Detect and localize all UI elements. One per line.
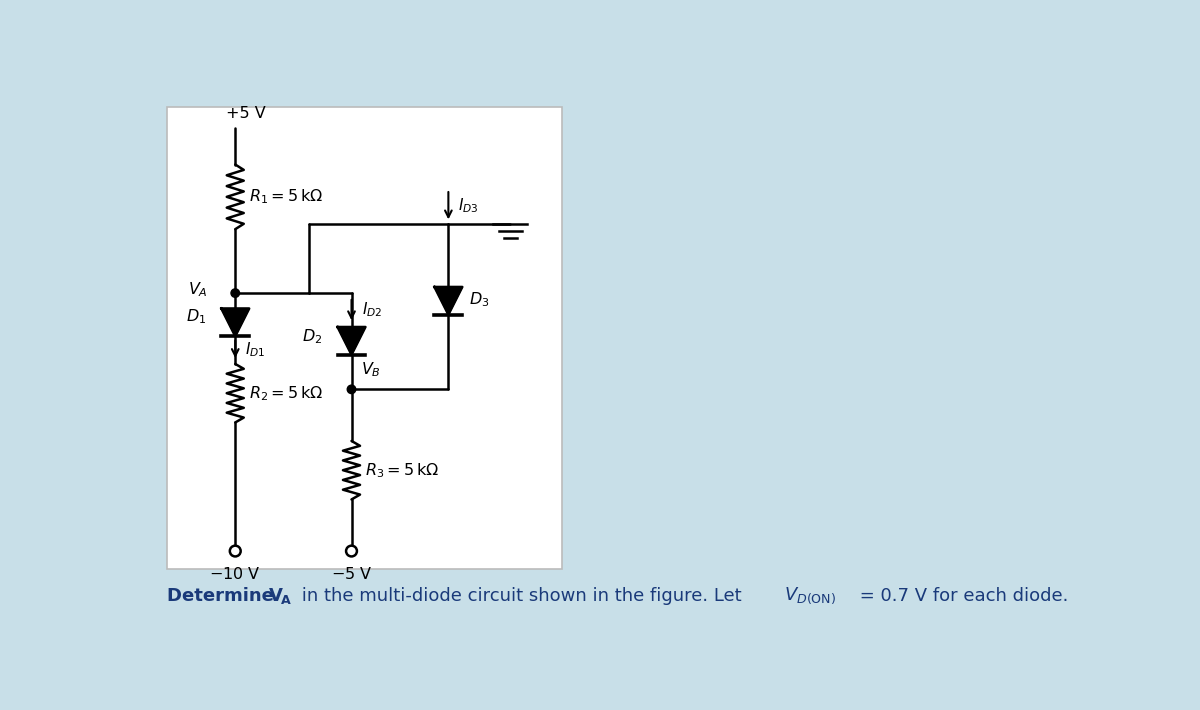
Circle shape bbox=[347, 385, 355, 393]
Text: $D_2$: $D_2$ bbox=[301, 327, 322, 346]
Text: $R_1 = 5\,\mathrm{k}\Omega$: $R_1 = 5\,\mathrm{k}\Omega$ bbox=[250, 187, 323, 206]
Text: Determine: Determine bbox=[167, 586, 280, 605]
Text: $R_2 = 5\,\mathrm{k}\Omega$: $R_2 = 5\,\mathrm{k}\Omega$ bbox=[250, 384, 323, 403]
Text: $D_3$: $D_3$ bbox=[468, 290, 488, 309]
Bar bbox=[167, 106, 563, 569]
Text: $V_A$: $V_A$ bbox=[188, 280, 208, 300]
Text: $I_{D2}$: $I_{D2}$ bbox=[361, 301, 382, 320]
Text: = 0.7 V for each diode.: = 0.7 V for each diode. bbox=[853, 586, 1068, 605]
Polygon shape bbox=[337, 327, 366, 355]
Text: $R_3 = 5\,\mathrm{k}\Omega$: $R_3 = 5\,\mathrm{k}\Omega$ bbox=[366, 461, 439, 479]
Text: $\mathbf{V}_{\!\mathbf{A}}$: $\mathbf{V}_{\!\mathbf{A}}$ bbox=[268, 586, 292, 606]
Text: $V_B$: $V_B$ bbox=[361, 360, 380, 378]
Text: $V_{D(\mathrm{ON})}$: $V_{D(\mathrm{ON})}$ bbox=[784, 586, 836, 606]
Polygon shape bbox=[221, 309, 250, 337]
Text: $-10\ \mathrm{V}$: $-10\ \mathrm{V}$ bbox=[209, 567, 262, 582]
Circle shape bbox=[230, 546, 241, 557]
Text: in the multi-diode circuit shown in the figure. Let: in the multi-diode circuit shown in the … bbox=[295, 586, 748, 605]
Text: $-5\ \mathrm{V}$: $-5\ \mathrm{V}$ bbox=[331, 567, 372, 582]
Circle shape bbox=[230, 289, 240, 297]
Text: +5 V: +5 V bbox=[226, 106, 265, 121]
Text: $I_{D3}$: $I_{D3}$ bbox=[458, 197, 479, 215]
Polygon shape bbox=[434, 287, 462, 315]
Circle shape bbox=[346, 546, 356, 557]
Text: $I_{D1}$: $I_{D1}$ bbox=[245, 340, 265, 359]
Text: $D_1$: $D_1$ bbox=[186, 307, 206, 326]
